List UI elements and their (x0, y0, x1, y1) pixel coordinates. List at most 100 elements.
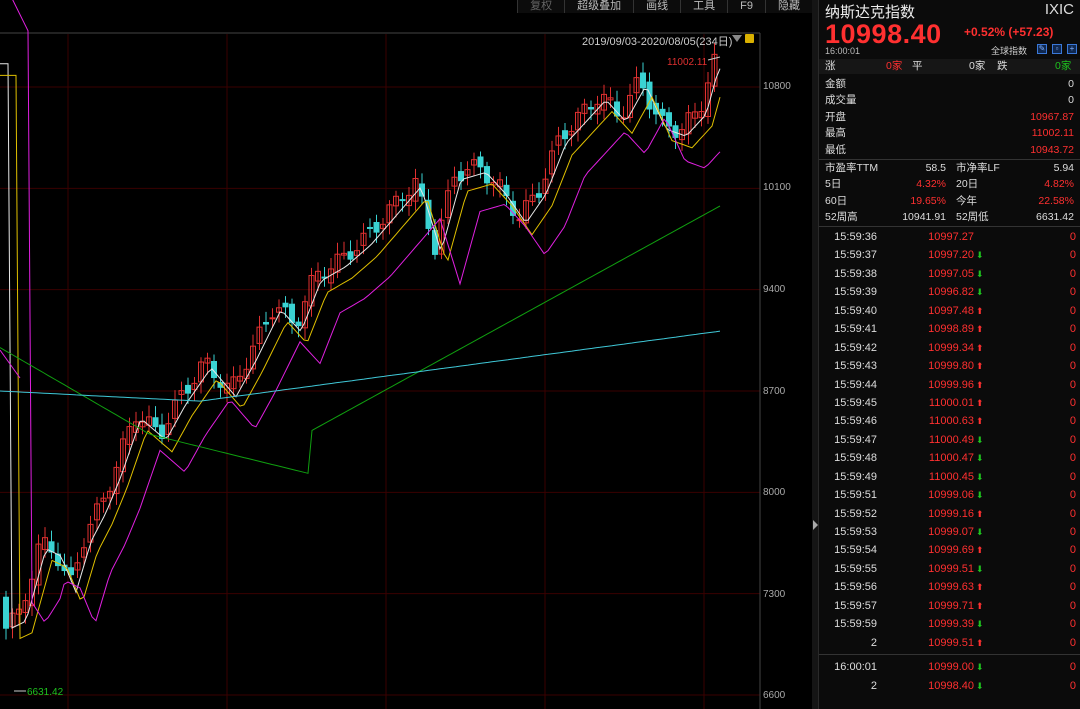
divider (819, 226, 1080, 227)
tick-volume: 0 (1069, 249, 1076, 262)
kline-chart-area[interactable]: 11002.11 6631.42 复权 超级叠加 画线 工具 F9 隐藏 2019… (0, 0, 812, 709)
window-icon[interactable]: ▫ (1052, 44, 1062, 54)
date-range-label[interactable]: 2019/09/03-2020/08/05(234日) (582, 36, 733, 48)
range-dropdown-icon[interactable] (732, 35, 742, 42)
tick-time: 15:59:55 (834, 562, 877, 575)
tick-volume: 0 (1069, 661, 1076, 674)
tick-row: 15:59:42 10999.34 ⬆ 0 (819, 339, 1080, 357)
tick-volume: 0 (1069, 396, 1076, 409)
candle-body (334, 253, 341, 273)
candle-body (3, 596, 9, 629)
tick-row: 15:59:53 10999.07 ⬇ 0 (819, 523, 1080, 541)
tick-price: 10999.39 (928, 618, 974, 631)
tick-price: 10999.00 (928, 661, 974, 674)
candle-body (217, 382, 224, 388)
candle-body (692, 111, 698, 119)
arrow-down-icon: ⬇ (976, 563, 984, 574)
draw-line-button[interactable]: 画线 (633, 0, 681, 13)
candle-body (659, 108, 666, 116)
restore-rights-button[interactable]: 复权 (517, 0, 565, 13)
high-value: 11002.11 (1031, 127, 1074, 139)
low-label: 最低 (825, 144, 846, 156)
candle-body (458, 171, 464, 182)
arrow-up-icon: ⬆ (976, 379, 984, 390)
tick-price: 10999.69 (928, 544, 974, 557)
period-row-1: 5日 4.32% 20日 4.82% (819, 176, 1080, 192)
tick-time: 15:59:39 (834, 286, 877, 299)
arrow-down-icon: ⬇ (976, 250, 984, 261)
candle-body (360, 232, 367, 246)
open-label: 开盘 (825, 111, 846, 123)
amount-label: 金额 (825, 78, 846, 90)
tick-price: 10999.71 (928, 599, 974, 612)
super-overlay-button[interactable]: 超级叠加 (564, 0, 634, 13)
down-label: 跌 (997, 60, 1008, 72)
tick-price: 10997.48 (928, 304, 974, 317)
tick-row: 15:59:59 10999.39 ⬇ 0 (819, 615, 1080, 633)
tick-row: 15:59:57 10999.71 ⬆ 0 (819, 597, 1080, 615)
candle-body (256, 326, 263, 344)
tick-row: 15:59:39 10996.82 ⬇ 0 (819, 283, 1080, 301)
ytd-value: 22.58% (1038, 195, 1074, 207)
tick-row: 15:59:36 10997.27 0 (819, 228, 1080, 246)
quote-time: 16:00:01 (825, 46, 861, 56)
y-tick: 9400 (763, 284, 786, 295)
tick-price: 10999.06 (928, 489, 974, 502)
up-count: 0家 (886, 60, 903, 72)
tick-price: 10996.82 (928, 286, 974, 299)
candle-body (354, 250, 360, 256)
arrow-down-icon: ⬇ (976, 527, 984, 537)
ma5-line (0, 63, 721, 629)
candle-body (42, 537, 48, 551)
candle-body (464, 169, 471, 176)
60d-value: 19.65% (910, 195, 946, 207)
arrow-up-icon: ⬆ (976, 508, 984, 519)
collapse-arrow-icon[interactable] (813, 520, 818, 530)
y-tick: 8700 (763, 386, 786, 397)
edit-icon[interactable]: ✎ (1037, 44, 1047, 54)
pe-label: 市盈率TTM (825, 162, 879, 174)
tick-price: 10999.96 (928, 378, 974, 391)
tick-time: 16:00:01 (834, 661, 877, 674)
candle-body (666, 112, 672, 127)
ma10-line (0, 74, 721, 640)
tick-time: 15:59:37 (834, 249, 877, 262)
pb-value: 5.94 (1053, 162, 1074, 174)
candle-body (711, 53, 718, 87)
tick-time: 15:59:36 (834, 231, 877, 243)
candle-body (497, 179, 503, 188)
tick-volume: 0 (1069, 433, 1076, 446)
tick-price: 10998.40 (928, 679, 974, 692)
tick-time: 15:59:41 (834, 323, 877, 336)
lock-icon[interactable] (745, 34, 754, 43)
hide-button[interactable]: 隐藏 (765, 0, 812, 13)
ma20-line-edge (0, 349, 21, 379)
tick-time: 15:59:53 (834, 526, 877, 538)
candle-body (679, 129, 685, 141)
tick-price: 10999.51 (928, 562, 974, 575)
tick-volume: 0 (1069, 581, 1076, 594)
candle-body (9, 612, 16, 628)
tick-time: 15:59:48 (834, 452, 877, 465)
tick-price: 10999.51 (928, 636, 974, 649)
quote-panel: 纳斯达克指数 IXIC 10998.40 +0.52% (+57.23) 16:… (818, 0, 1080, 709)
tick-time: 15:59:51 (834, 489, 877, 502)
high-row: 最高 11002.11 (819, 125, 1080, 141)
add-icon[interactable]: + (1067, 44, 1077, 54)
tick-list[interactable]: 15:59:36 10997.27 0 15:59:37 10997.20 ⬇ 0 15:59… (819, 228, 1080, 695)
52w-high-label: 52周高 (825, 211, 858, 223)
last-price: 10998.40 (825, 19, 942, 49)
arrow-up-icon: ⬆ (976, 397, 984, 408)
candle-body (107, 490, 113, 499)
down-count: 0家 (1055, 60, 1072, 72)
global-index-label[interactable]: 全球指数 (991, 46, 1028, 56)
f9-button[interactable]: F9 (727, 0, 765, 13)
tick-time: 15:59:46 (834, 415, 877, 428)
tick-price: 10999.07 (928, 526, 974, 538)
candlestick-plot[interactable]: 11002.11 6631.42 (0, 0, 812, 709)
tools-button[interactable]: 工具 (680, 0, 728, 13)
tick-time: 15:59:52 (834, 507, 877, 520)
panel-splitter[interactable] (812, 0, 818, 709)
candle-body (315, 270, 321, 282)
tick-volume: 0 (1069, 286, 1076, 299)
